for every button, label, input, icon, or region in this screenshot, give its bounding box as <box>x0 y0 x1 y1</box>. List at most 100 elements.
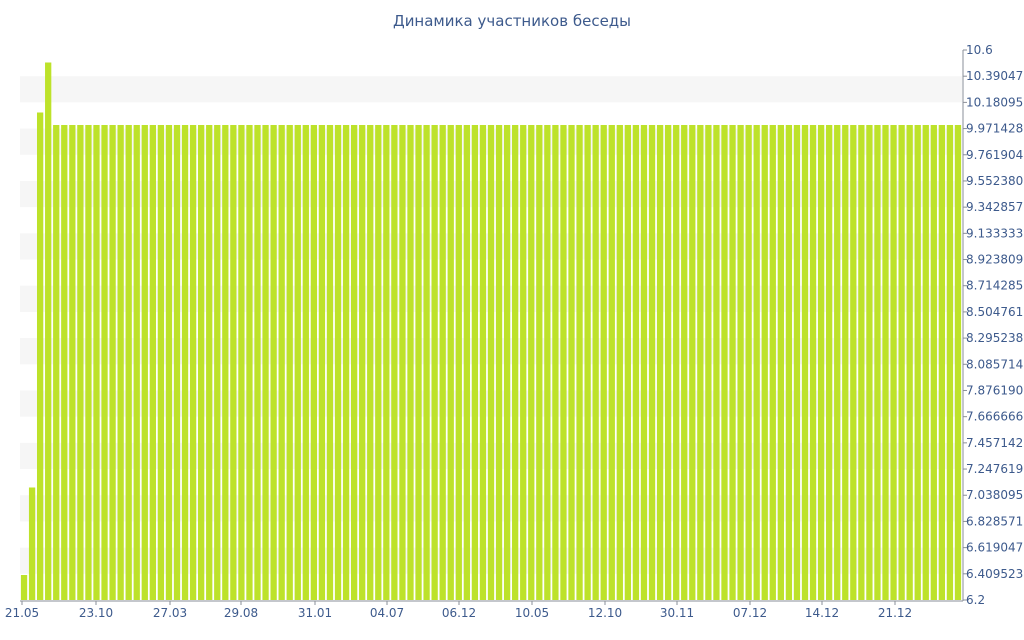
bar <box>254 125 261 600</box>
bar <box>214 125 221 600</box>
x-tick-label: 31.01 <box>298 606 332 620</box>
bar <box>407 125 414 600</box>
bar <box>165 125 173 600</box>
bar <box>826 125 833 600</box>
y-tick-label: 9.342857 <box>966 200 1023 214</box>
y-tick-label: 10.180952 <box>966 95 1024 109</box>
bar <box>302 125 309 600</box>
bar <box>769 125 776 600</box>
x-tick-label: 07.12 <box>733 606 767 620</box>
x-tick-label: 06.12 <box>442 606 476 620</box>
x-tick-label: 30.11 <box>660 606 694 620</box>
bar <box>842 125 849 600</box>
x-tick-label: 29.08 <box>224 606 258 620</box>
bar <box>206 125 213 600</box>
y-tick-label: 6.619047 <box>966 541 1023 555</box>
x-tick-label: 23.10 <box>79 606 113 620</box>
bar <box>471 125 479 600</box>
bar <box>53 125 60 600</box>
bar <box>544 125 551 600</box>
x-tick-label: 12.10 <box>588 606 622 620</box>
bar <box>874 125 881 600</box>
bar <box>817 125 825 600</box>
bar <box>882 125 889 600</box>
bar <box>608 125 615 600</box>
bar <box>383 125 390 600</box>
y-tick-label: 6.2 <box>966 593 985 607</box>
bar <box>761 125 768 600</box>
bar <box>520 125 527 600</box>
y-axis-ticks: 10.6 10.390476 10.180952 9.971428 9.761904 9.… <box>963 43 1024 607</box>
bar <box>246 125 253 600</box>
bar <box>954 125 962 600</box>
bar <box>713 125 720 600</box>
bar <box>399 125 406 600</box>
bar <box>850 125 857 600</box>
bar <box>101 125 108 600</box>
bar <box>648 125 656 600</box>
bar <box>93 125 100 600</box>
bar <box>45 62 52 600</box>
bar <box>375 125 382 600</box>
bar <box>946 125 954 600</box>
y-tick-label: 7.247619 <box>966 462 1023 476</box>
bar <box>133 125 140 600</box>
y-tick-label: 6.828571 <box>966 514 1023 528</box>
bar <box>149 125 156 600</box>
bar <box>640 125 648 600</box>
bar <box>729 125 736 600</box>
bar <box>238 125 245 600</box>
bar <box>914 125 921 600</box>
bar <box>270 125 277 600</box>
bar <box>189 125 197 600</box>
bar <box>801 125 809 600</box>
bar <box>632 125 640 600</box>
y-tick-label: 8.295238 <box>966 331 1023 345</box>
y-tick-label: 10.390476 <box>966 69 1024 83</box>
bar <box>36 112 44 600</box>
y-tick-label: 9.133333 <box>966 226 1023 240</box>
bar <box>222 125 229 600</box>
y-tick-label: 7.038095 <box>966 488 1023 502</box>
bar <box>117 125 124 600</box>
bar <box>391 125 398 600</box>
bar <box>600 125 607 600</box>
bar <box>479 125 487 600</box>
bar <box>503 125 511 600</box>
bar <box>198 125 205 600</box>
bar <box>230 125 237 600</box>
bar <box>922 125 929 600</box>
bar <box>487 125 495 600</box>
y-tick-label: 8.923809 <box>966 253 1023 267</box>
x-tick-label: 10.05 <box>515 606 549 620</box>
bar <box>809 125 817 600</box>
bar <box>28 487 36 600</box>
x-tick-label: 21.12 <box>878 606 912 620</box>
bar <box>721 125 728 600</box>
bar <box>77 125 84 600</box>
bar <box>495 125 503 600</box>
bar <box>141 125 148 600</box>
bar <box>415 125 422 600</box>
bar <box>890 125 897 600</box>
bar <box>576 125 583 600</box>
bar <box>745 125 752 600</box>
bar <box>664 125 672 600</box>
bar <box>181 125 189 600</box>
bar <box>681 125 688 600</box>
y-tick-label: 7.457142 <box>966 436 1023 450</box>
bar <box>624 125 632 600</box>
bar <box>310 125 318 600</box>
bar <box>455 125 462 600</box>
bar <box>294 125 301 600</box>
bar <box>689 125 696 600</box>
y-tick-label: 8.085714 <box>966 357 1023 371</box>
y-tick-label: 6.409523 <box>966 567 1023 581</box>
y-tick-label: 8.714285 <box>966 279 1023 293</box>
y-tick-label: 9.552380 <box>966 174 1023 188</box>
bar <box>286 125 293 600</box>
bar <box>278 125 285 600</box>
bar <box>552 125 559 600</box>
bar <box>616 125 623 600</box>
bar <box>367 125 374 600</box>
